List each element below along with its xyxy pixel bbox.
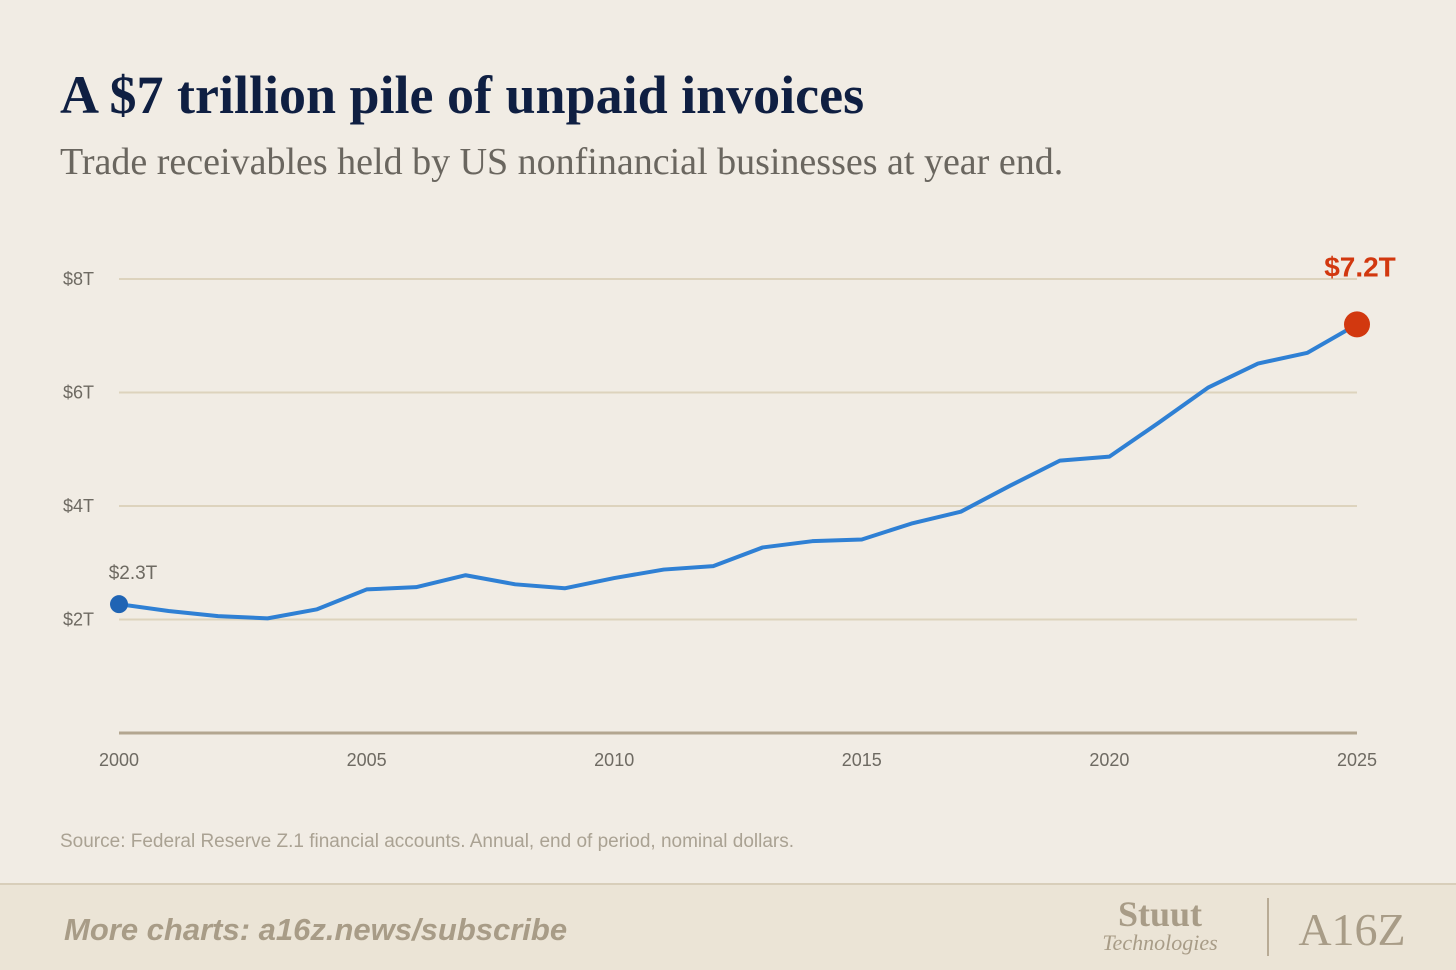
x-tick-label: 2020 [1089,750,1129,770]
footer-cta: More charts: a16z.news/subscribe [64,912,567,947]
logo-technologies: Technologies [1102,930,1217,955]
chart-subtitle: Trade receivables held by US nonfinancia… [60,141,1063,183]
y-tick-label: $2T [63,610,94,630]
logo-a16z: A16Z [1298,904,1405,955]
logo-stuut: Stuut [1118,894,1202,934]
x-tick-label: 2000 [99,750,139,770]
data-line [118,322,1358,621]
end-marker [1344,311,1370,338]
source-note: Source: Federal Reserve Z.1 financial ac… [60,831,794,852]
x-tick-label: 2005 [347,750,387,770]
footer-band [0,884,1456,970]
x-tick-label: 2015 [842,750,882,770]
y-tick-label: $4T [63,496,94,516]
value-label: $7.2T [1324,251,1396,282]
x-tick-label: 2025 [1337,750,1377,770]
end-marker [110,595,128,614]
y-tick-label: $6T [63,383,94,403]
y-tick-label: $8T [63,269,94,289]
chart-title: A $7 trillion pile of unpaid invoices [60,65,864,125]
value-label: $2.3T [109,563,158,584]
x-tick-label: 2010 [594,750,634,770]
